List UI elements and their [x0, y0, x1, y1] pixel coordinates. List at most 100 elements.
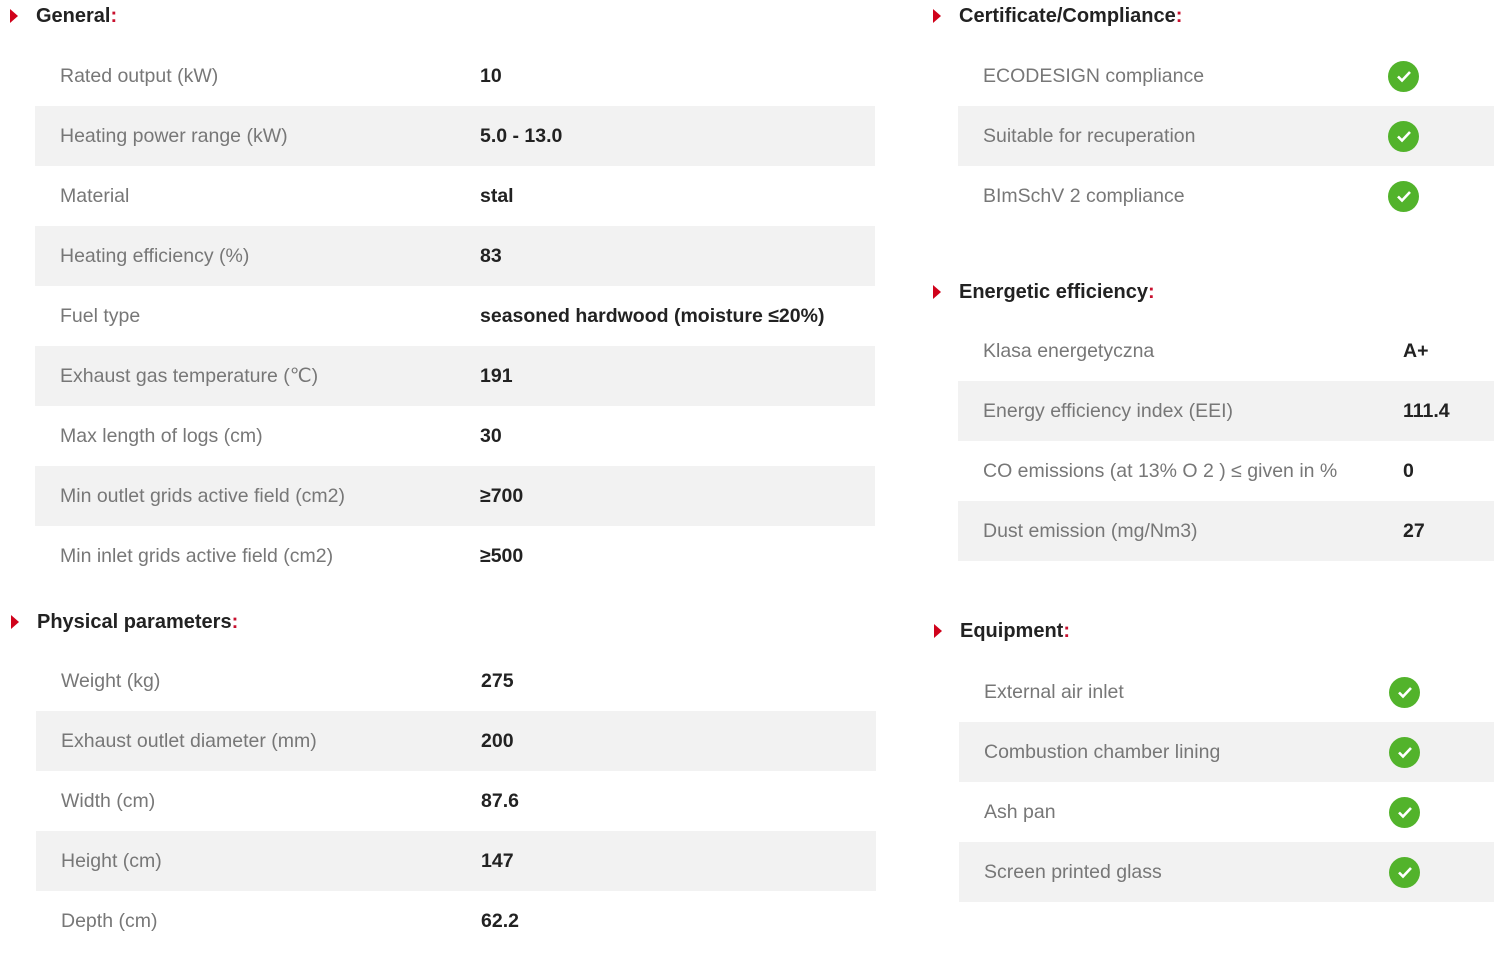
- check-icon: [1388, 180, 1419, 212]
- row-value: 83: [480, 244, 502, 267]
- row-value: 275: [481, 669, 514, 692]
- row-label: Min outlet grids active field (cm2): [60, 484, 346, 507]
- caret-right-icon: [10, 9, 18, 23]
- table-row: Weight (kg) 275: [36, 651, 876, 711]
- row-label: Heating efficiency (%): [60, 244, 250, 267]
- table-row: Material stal: [35, 166, 875, 226]
- general-heading: General:: [36, 0, 117, 32]
- row-label: Exhaust outlet diameter (mm): [61, 729, 317, 752]
- row-value: ≥700: [480, 484, 524, 507]
- row-label: Dust emission (mg/Nm3): [983, 519, 1198, 542]
- row-label: Energy efficiency index (EEI): [983, 399, 1234, 422]
- table-row: Width (cm) 87.6: [36, 771, 876, 831]
- row-value: seasoned hardwood (moisture ≤20%): [480, 304, 825, 327]
- row-label: Max length of logs (cm): [60, 424, 263, 447]
- row-value: 87.6: [481, 789, 519, 812]
- table-row: External air inlet: [959, 662, 1494, 722]
- section-title: Equipment: [960, 619, 1064, 642]
- equipment-table: External air inlet Combustion chamber lin…: [959, 662, 1494, 902]
- row-label: Combustion chamber lining: [984, 740, 1221, 763]
- table-row: Heating efficiency (%) 83: [35, 226, 875, 286]
- row-value: 27: [1403, 519, 1425, 542]
- row-label: Heating power range (kW): [60, 124, 288, 147]
- table-row: Combustion chamber lining: [959, 722, 1494, 782]
- check-icon: [1389, 796, 1420, 828]
- table-row: Klasa energetyczna A+: [958, 321, 1494, 381]
- row-label: Ash pan: [984, 800, 1056, 823]
- row-value: 200: [481, 729, 514, 752]
- row-label: Material: [60, 184, 130, 207]
- section-title: Energetic efficiency: [959, 280, 1148, 303]
- check-icon: [1389, 676, 1420, 708]
- caret-right-icon: [933, 9, 941, 23]
- table-row: Energy efficiency index (EEI) 111.4: [958, 381, 1494, 441]
- row-label: Min inlet grids active field (cm2): [60, 544, 334, 567]
- row-label: Fuel type: [60, 304, 141, 327]
- table-row: Depth (cm) 62.2: [36, 891, 876, 951]
- certificate-heading: Certificate/Compliance:: [959, 0, 1182, 32]
- row-label: Rated output (kW): [60, 64, 219, 87]
- row-value: 30: [480, 424, 502, 447]
- row-value: 191: [480, 364, 513, 387]
- row-label: BImSchV 2 compliance: [983, 184, 1185, 207]
- row-label: ECODESIGN compliance: [983, 64, 1205, 87]
- colon: :: [110, 4, 118, 27]
- check-icon: [1388, 60, 1419, 92]
- row-value: 62.2: [481, 909, 519, 932]
- check-icon: [1389, 736, 1420, 768]
- row-value: ≥500: [480, 544, 524, 567]
- certificate-table: ECODESIGN compliance Suitable for recuper…: [958, 46, 1494, 226]
- row-label: Depth (cm): [61, 909, 158, 932]
- table-row: Rated output (kW) 10: [35, 46, 875, 106]
- energetic-heading: Energetic efficiency:: [959, 276, 1155, 308]
- colon: :: [1147, 280, 1155, 303]
- row-value: 147: [481, 849, 514, 872]
- table-row: Exhaust gas temperature (℃) 191: [35, 346, 875, 406]
- row-value: stal: [480, 184, 514, 207]
- row-value: 111.4: [1403, 399, 1450, 422]
- row-value: A+: [1403, 339, 1429, 362]
- table-row: Min outlet grids active field (cm2) ≥700: [35, 466, 875, 526]
- row-label: CO emissions (at 13% O 2 ) ≤ given in %: [983, 459, 1338, 482]
- general-table: Rated output (kW) 10 Heating power range (…: [35, 46, 875, 586]
- table-row: Suitable for recuperation: [958, 106, 1494, 166]
- table-row: Screen printed glass: [959, 842, 1494, 902]
- caret-right-icon: [11, 615, 19, 629]
- row-label: Width (cm): [61, 789, 156, 812]
- table-row: Height (cm) 147: [36, 831, 876, 891]
- table-row: ECODESIGN compliance: [958, 46, 1494, 106]
- table-row: Heating power range (kW) 5.0 - 13.0: [35, 106, 875, 166]
- colon: :: [1063, 619, 1071, 642]
- row-value: 5.0 - 13.0: [480, 124, 563, 147]
- row-label: Screen printed glass: [984, 860, 1162, 883]
- table-row: Exhaust outlet diameter (mm) 200: [36, 711, 876, 771]
- table-row: Max length of logs (cm) 30: [35, 406, 875, 466]
- table-row: CO emissions (at 13% O 2 ) ≤ given in % 0: [958, 441, 1494, 501]
- colon: :: [1175, 4, 1183, 27]
- section-title: Certificate/Compliance: [959, 4, 1176, 27]
- physical-table: Weight (kg) 275 Exhaust outlet diameter (m…: [36, 651, 876, 951]
- check-icon: [1389, 856, 1420, 888]
- table-row: Min inlet grids active field (cm2) ≥500: [35, 526, 875, 586]
- row-label: Suitable for recuperation: [983, 124, 1196, 147]
- check-icon: [1388, 120, 1419, 152]
- row-value: 0: [1403, 459, 1414, 482]
- table-row: BImSchV 2 compliance: [958, 166, 1494, 226]
- energetic-table: Klasa energetyczna A+ Energy efficiency in…: [958, 321, 1494, 561]
- colon: :: [231, 610, 239, 633]
- row-label: External air inlet: [984, 680, 1124, 703]
- table-row: Fuel type seasoned hardwood (moisture ≤20…: [35, 286, 875, 346]
- physical-heading: Physical parameters:: [37, 606, 238, 638]
- table-row: Dust emission (mg/Nm3) 27: [958, 501, 1494, 561]
- caret-right-icon: [933, 285, 941, 299]
- caret-right-icon: [934, 624, 942, 638]
- table-row: Ash pan: [959, 782, 1494, 842]
- section-title: Physical parameters: [37, 610, 232, 633]
- row-label: Height (cm): [61, 849, 162, 872]
- row-label: Weight (kg): [61, 669, 161, 692]
- equipment-heading: Equipment:: [960, 615, 1070, 647]
- row-value: 10: [480, 64, 502, 87]
- row-label: Klasa energetyczna: [983, 339, 1155, 362]
- row-label: Exhaust gas temperature (℃): [60, 365, 319, 387]
- section-title: General: [36, 4, 111, 27]
